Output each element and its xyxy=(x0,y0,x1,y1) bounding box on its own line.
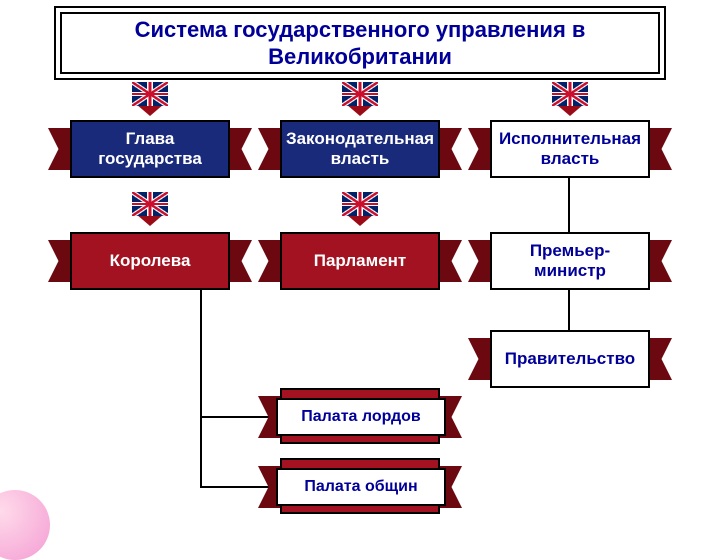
node-label: Правительство xyxy=(505,349,635,369)
branch-header-legislative: Законодательная власть xyxy=(260,120,460,178)
uk-flag-arrow-icon xyxy=(130,192,170,226)
node-label: Королева xyxy=(110,251,191,271)
node-house-of-commons: Палата общин xyxy=(276,468,446,506)
node-prime-minister: Премьер-министр xyxy=(470,232,670,290)
uk-flag-arrow-icon xyxy=(550,82,590,116)
title-box: Система государственного управления в Ве… xyxy=(60,12,660,74)
node-label: Палата общин xyxy=(304,478,417,496)
node-label: Палата лордов xyxy=(301,408,421,426)
node-house-of-lords: Палата лордов xyxy=(276,398,446,436)
node-queen: Королева xyxy=(50,232,250,290)
uk-flag-arrow-icon xyxy=(340,192,380,226)
connector-line xyxy=(568,290,570,330)
uk-flag-arrow-icon xyxy=(340,82,380,116)
branch-header-label: Законодательная власть xyxy=(286,129,434,168)
branch-header-head-of-state: Глава государства xyxy=(50,120,250,178)
page-title: Система государственного управления в Ве… xyxy=(62,16,658,71)
node-government: Правительство xyxy=(470,330,670,388)
branch-header-executive: Исполнительная власть xyxy=(470,120,670,178)
branch-header-label: Глава государства xyxy=(76,129,224,168)
connector-line xyxy=(568,178,570,232)
node-label: Премьер-министр xyxy=(496,241,644,280)
node-parliament: Парламент xyxy=(260,232,460,290)
connector-line xyxy=(200,416,202,488)
uk-flag-arrow-icon xyxy=(130,82,170,116)
node-label: Парламент xyxy=(314,251,407,271)
branch-header-label: Исполнительная власть xyxy=(496,129,644,168)
decorative-blob xyxy=(0,490,50,560)
